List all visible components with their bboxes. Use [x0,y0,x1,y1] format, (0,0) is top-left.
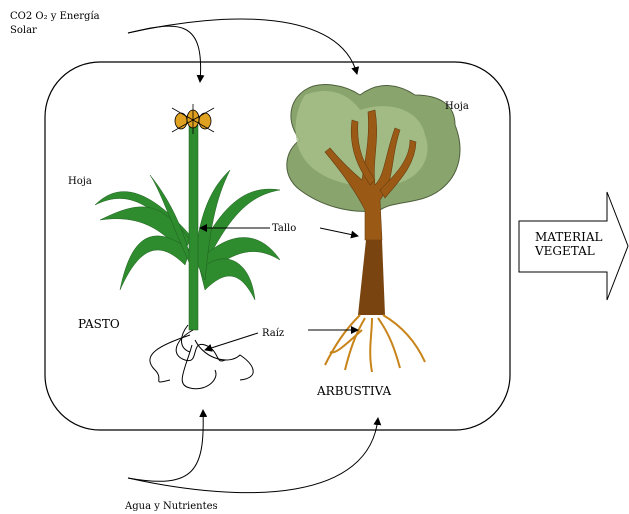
leaf-label: Hoja [445,101,469,112]
plant-name: PASTO [78,317,120,331]
input-top-label: CO2 O₂ y Energía [10,11,100,22]
output-label: MATERIAL [535,230,603,244]
input-top-label: Solar [10,25,37,36]
stem-label: Tallo [272,223,296,234]
shrub-plant [287,85,460,372]
root-label: Raíz [262,328,284,339]
page: {"inputs": {"top": ["CO2 O₂ y Energía", … [0,0,629,514]
leaf-label: Hoja [68,176,92,187]
input-bottom-label: Agua y Nutrientes [124,501,218,512]
output-label: VEGETAL [534,244,595,258]
diagram: CO2 O₂ y Energía Solar Agua y Nutrientes… [0,0,629,514]
plant-name: ARBUSTIVA [316,384,391,398]
grass-plant [95,104,280,389]
